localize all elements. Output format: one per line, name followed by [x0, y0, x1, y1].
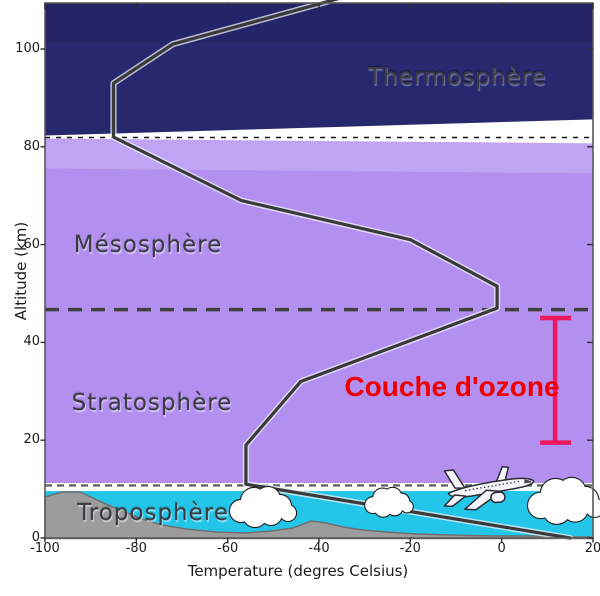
- cloud-icon: [364, 486, 414, 518]
- x-tick-label: -40: [308, 541, 330, 556]
- layer-backgrounds: [45, 3, 593, 538]
- y-axis-title: Altitude (km): [12, 221, 30, 321]
- ozone-bracket: [540, 315, 572, 445]
- x-axis-title: Temperature (degres Celsius): [187, 562, 409, 580]
- ozone-layer-label: Couche d'ozone: [344, 371, 560, 402]
- x-tick-label: -20: [399, 541, 421, 556]
- troposphere-label: Troposphère: [77, 500, 229, 526]
- x-tick-label: 20: [584, 541, 600, 556]
- y-tick-label: 60: [23, 236, 40, 252]
- thermosphere-label: Thermosphère: [367, 64, 547, 90]
- x-tick-label: -80: [125, 541, 147, 556]
- y-tick-label: 20: [23, 432, 40, 448]
- axes-frame: [40, 2, 594, 543]
- clouds: [228, 476, 600, 529]
- y-tick-label: 40: [23, 334, 40, 350]
- cloud-icon: [526, 476, 600, 525]
- y-tick-label: 0: [31, 530, 40, 545]
- y-tick-label: 80: [23, 138, 40, 154]
- temperature-profile-line: [110, 0, 574, 542]
- y-tick-label: 100: [15, 41, 40, 56]
- mesosphere-label: Mésosphère: [73, 232, 223, 258]
- x-tick-label: -60: [217, 541, 239, 556]
- cloud-icon: [228, 485, 298, 529]
- x-tick-label: 0: [497, 541, 506, 556]
- x-tick-label: -100: [30, 541, 60, 556]
- stratosphere-label: Stratosphère: [71, 390, 233, 416]
- airplane-icon: [443, 466, 535, 511]
